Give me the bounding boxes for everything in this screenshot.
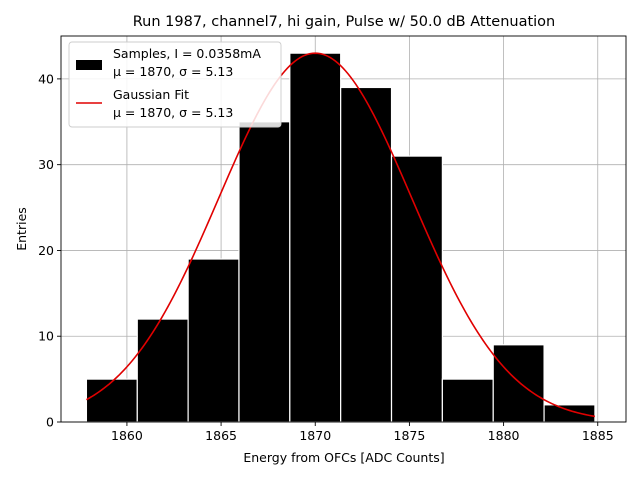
x-tick-label-1885: 1885 [582,428,614,443]
histogram-bar-7 [390,155,443,423]
x-axis-ticks: 1860 1865 1870 1875 1880 1885 [111,422,614,443]
y-tick-label-20: 20 [38,243,54,258]
x-tick-label-1860: 1860 [111,428,143,443]
x-tick-label-1865: 1865 [205,428,237,443]
x-tick-label-1880: 1880 [488,428,520,443]
histogram-bar-6 [340,86,393,423]
legend-patch-samples [76,60,102,70]
legend-fit-line2: μ = 1870, σ = 5.13 [113,105,233,120]
y-axis-label: Entries [14,207,29,251]
legend-fit-line1: Gaussian Fit [113,87,189,102]
histogram-bars [85,52,596,423]
x-axis-label: Energy from OFCs [ADC Counts] [243,450,444,465]
histogram-bar-9 [492,344,545,423]
legend: Samples, I = 0.0358mA μ = 1870, σ = 5.13… [68,41,282,128]
plot-frame [60,35,627,423]
histogram-bar-10 [543,404,596,423]
y-tick-label-40: 40 [38,71,54,86]
histogram-bar-8 [441,378,494,423]
chart-title: Run 1987, channel7, hi gain, Pulse w/ 50… [133,14,556,30]
legend-box [68,41,282,128]
histogram-bar-4 [238,121,291,423]
histogram-bar-1 [85,378,138,423]
legend-samples-line2: μ = 1870, σ = 5.13 [113,64,233,79]
histogram-bar-5 [289,52,342,423]
legend-samples-line1: Samples, I = 0.0358mA [113,46,261,61]
y-tick-label-10: 10 [38,329,54,344]
x-tick-label-1875: 1875 [394,428,426,443]
y-tick-label-30: 30 [38,157,54,172]
histogram-bar-2 [136,318,189,423]
histogram-bar-3 [187,258,240,423]
y-axis-ticks: 0 10 20 30 40 [38,71,61,430]
x-tick-label-1870: 1870 [299,428,331,443]
y-tick-label-0: 0 [46,415,54,430]
gaussian-fit-curve [86,52,596,418]
